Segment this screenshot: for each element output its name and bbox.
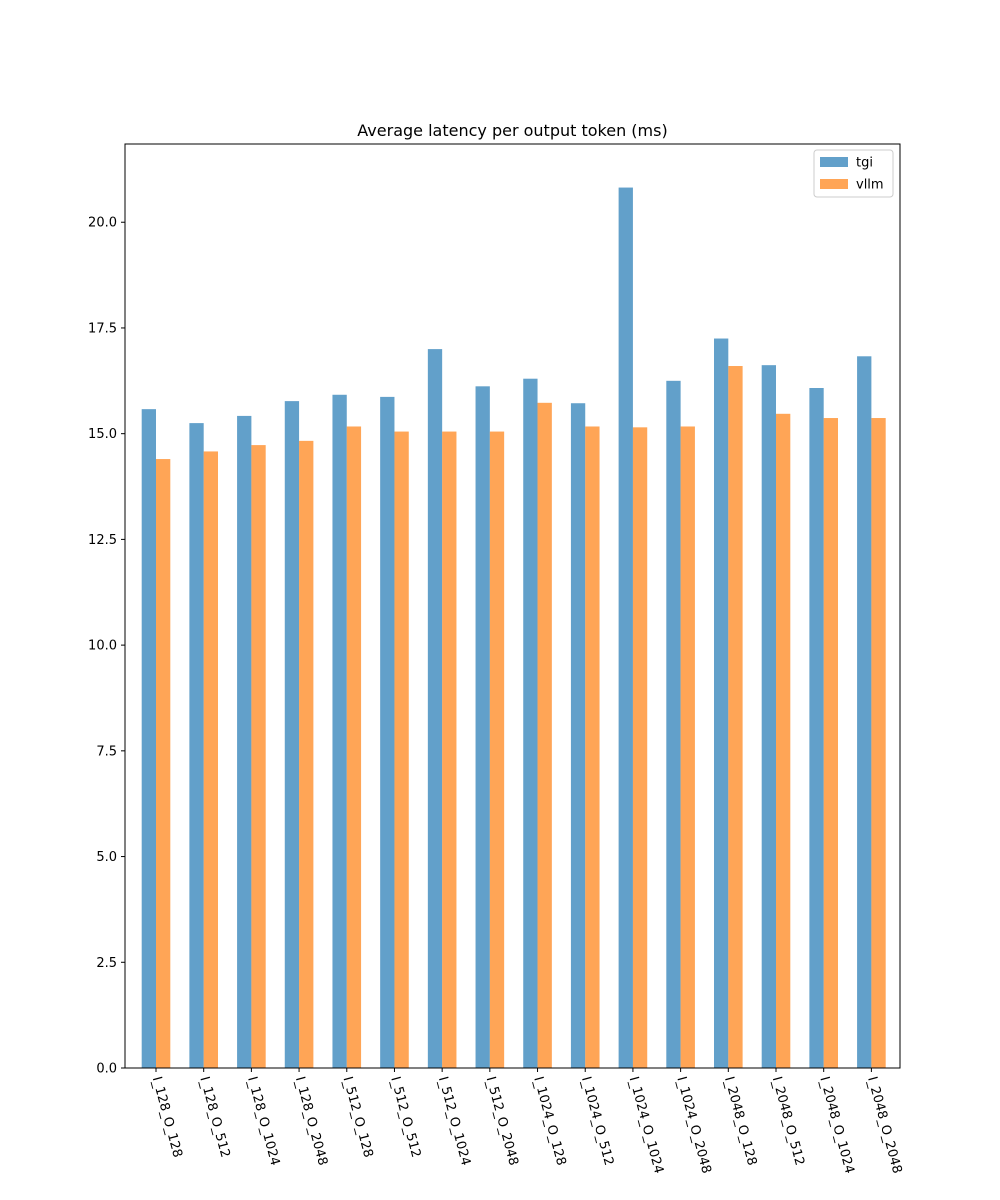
bar-tgi-I_1024_O_1024 bbox=[618, 187, 633, 1068]
chart-title: Average latency per output token (ms) bbox=[357, 121, 667, 140]
x-tick-label: I_512_O_512 bbox=[387, 1075, 423, 1159]
y-tick-label: 15.0 bbox=[88, 427, 117, 442]
x-tick-label: I_2048_O_512 bbox=[769, 1075, 807, 1167]
bar-vllm-I_128_O_1024 bbox=[251, 445, 266, 1068]
y-tick-label: 12.5 bbox=[88, 533, 117, 548]
bar-vllm-I_1024_O_2048 bbox=[680, 426, 695, 1068]
bar-tgi-I_1024_O_2048 bbox=[666, 380, 681, 1068]
bar-tgi-I_2048_O_1024 bbox=[809, 388, 824, 1068]
legend-label-tgi: tgi bbox=[856, 156, 873, 171]
bar-vllm-I_512_O_128 bbox=[346, 426, 362, 1068]
bar-vllm-I_128_O_2048 bbox=[299, 440, 314, 1068]
bar-tgi-I_2048_O_128 bbox=[714, 338, 729, 1068]
x-tick-label: I_512_O_128 bbox=[340, 1075, 376, 1159]
bar-tgi-I_2048_O_2048 bbox=[857, 356, 872, 1068]
x-tick-label: I_128_O_512 bbox=[196, 1075, 232, 1159]
legend: tgi vllm bbox=[813, 149, 894, 198]
bar-tgi-I_2048_O_512 bbox=[761, 365, 776, 1068]
bars-group bbox=[141, 187, 886, 1069]
legend-label-vllm: vllm bbox=[856, 178, 884, 193]
legend-swatch-vllm bbox=[820, 179, 848, 189]
y-axis: 0.0 2.5 5.0 7.5 10.0 12.5 15.0 17.5 20.0 bbox=[88, 216, 125, 1077]
plot-frame bbox=[124, 143, 901, 1069]
bar-vllm-I_128_O_128 bbox=[156, 459, 171, 1068]
x-tick-label: I_512_O_1024 bbox=[435, 1075, 473, 1167]
bar-vllm-I_2048_O_1024 bbox=[823, 418, 838, 1068]
bar-vllm-I_512_O_2048 bbox=[489, 431, 505, 1068]
bar-vllm-I_2048_O_128 bbox=[728, 366, 743, 1068]
x-tick-label: I_128_O_1024 bbox=[244, 1075, 282, 1167]
bar-tgi-I_128_O_1024 bbox=[237, 415, 252, 1069]
bar-tgi-I_128_O_2048 bbox=[284, 401, 300, 1068]
x-tick-label: I_1024_O_128 bbox=[530, 1075, 568, 1167]
y-tick-label: 2.5 bbox=[96, 956, 117, 971]
bar-tgi-I_512_O_128 bbox=[332, 394, 347, 1069]
x-tick-label: I_512_O_2048 bbox=[483, 1075, 521, 1167]
legend-swatch-tgi bbox=[820, 157, 848, 167]
y-tick-label: 10.0 bbox=[88, 639, 117, 654]
bar-vllm-I_2048_O_512 bbox=[776, 413, 791, 1068]
bar-tgi-I_1024_O_128 bbox=[523, 378, 538, 1069]
bar-vllm-I_2048_O_2048 bbox=[871, 418, 886, 1068]
x-tick-label: I_1024_O_1024 bbox=[626, 1075, 666, 1175]
x-axis: I_128_O_128 I_128_O_512 I_128_O_1024 I_128_… bbox=[149, 1068, 904, 1175]
bar-tgi-I_512_O_2048 bbox=[475, 386, 490, 1068]
bar-vllm-I_128_O_512 bbox=[203, 451, 218, 1068]
y-tick-label: 7.5 bbox=[96, 744, 117, 759]
x-tick-label: I_2048_O_1024 bbox=[816, 1075, 856, 1175]
y-tick-label: 17.5 bbox=[88, 321, 117, 336]
bar-tgi-I_1024_O_512 bbox=[570, 403, 586, 1069]
bar-vllm-I_512_O_1024 bbox=[442, 431, 457, 1068]
bar-tgi-I_512_O_512 bbox=[380, 396, 395, 1068]
bar-tgi-I_128_O_128 bbox=[141, 409, 156, 1068]
bar-vllm-I_1024_O_1024 bbox=[632, 427, 648, 1069]
x-tick-label: I_128_O_2048 bbox=[292, 1075, 330, 1167]
x-tick-label: I_2048_O_128 bbox=[721, 1075, 759, 1167]
y-tick-label: 0.0 bbox=[96, 1062, 117, 1077]
bar-tgi-I_128_O_512 bbox=[189, 423, 204, 1068]
x-tick-label: I_1024_O_2048 bbox=[673, 1075, 713, 1175]
x-tick-label: I_1024_O_512 bbox=[578, 1075, 616, 1167]
y-tick-label: 20.0 bbox=[88, 216, 117, 231]
y-tick-label: 5.0 bbox=[96, 850, 117, 865]
bar-vllm-I_1024_O_512 bbox=[585, 426, 600, 1068]
bar-tgi-I_512_O_1024 bbox=[427, 349, 443, 1068]
x-tick-label: I_2048_O_2048 bbox=[864, 1075, 904, 1175]
x-tick-label: I_128_O_128 bbox=[149, 1075, 185, 1159]
bar-vllm-I_1024_O_128 bbox=[537, 402, 552, 1068]
bar-vllm-I_512_O_512 bbox=[394, 431, 409, 1068]
